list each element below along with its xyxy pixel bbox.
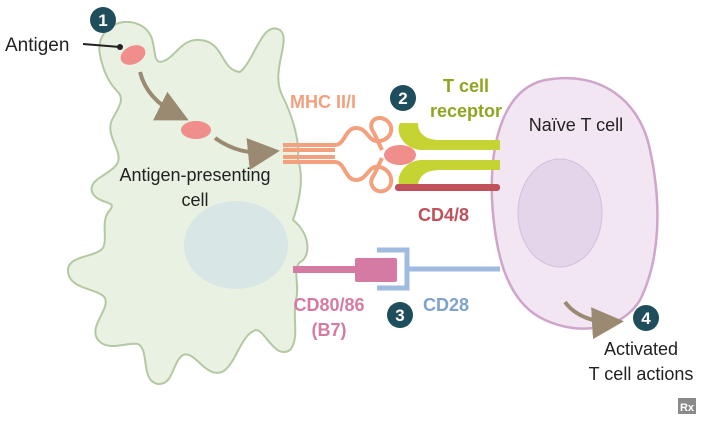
activation-arrow bbox=[563, 300, 624, 340]
rx-logo-text: Rx bbox=[680, 402, 695, 414]
step-number: 4 bbox=[641, 309, 651, 328]
activated-label-line2: T cell actions bbox=[589, 364, 694, 384]
cd80-86-molecule bbox=[293, 258, 397, 282]
endocytosis-arrow bbox=[138, 71, 189, 121]
presentation-arrow bbox=[213, 136, 280, 170]
antigen-presenting-cell bbox=[67, 20, 309, 386]
apc-label-line1: Antigen-presenting bbox=[119, 165, 270, 185]
step-badge-1: 1 bbox=[90, 7, 116, 33]
step-number: 1 bbox=[98, 11, 107, 30]
tcr-label-line2: receptor bbox=[430, 101, 502, 121]
step-number: 3 bbox=[395, 306, 404, 325]
antigen-pointer-dot bbox=[117, 44, 123, 50]
rx-logo: Rx bbox=[678, 398, 696, 414]
antigen-pointer-line bbox=[82, 43, 121, 48]
tcr-label-line1: T cell bbox=[443, 76, 489, 96]
mhc-label: MHC II/I bbox=[290, 92, 356, 112]
presented-antigen bbox=[384, 145, 416, 165]
step-badge-3: 3 bbox=[387, 302, 413, 328]
apc-nucleus bbox=[184, 201, 288, 289]
step-badge-4: 4 bbox=[633, 305, 659, 331]
cd4-8-label: CD4/8 bbox=[418, 205, 469, 225]
cd80-86-label-line2: (B7) bbox=[312, 320, 347, 340]
cd4-8-coreceptor bbox=[395, 184, 500, 191]
mhc-molecule bbox=[283, 115, 394, 194]
antigen-label: Antigen bbox=[5, 35, 69, 56]
t-cell-receptor bbox=[398, 123, 500, 187]
cd28-receptor bbox=[377, 247, 500, 291]
cd80-86-label-line1: CD80/86 bbox=[293, 295, 364, 315]
step-number: 2 bbox=[398, 89, 407, 108]
naive-t-cell-label: Naïve T cell bbox=[529, 115, 623, 135]
t-cell-nucleus bbox=[517, 158, 603, 268]
apc-label-line2: cell bbox=[181, 190, 208, 210]
antigen-particle bbox=[120, 45, 146, 65]
step-badge-2: 2 bbox=[390, 85, 416, 111]
cd28-label: CD28 bbox=[423, 295, 469, 315]
activated-label-line1: Activated bbox=[604, 339, 678, 359]
antigen-processed bbox=[181, 121, 211, 139]
